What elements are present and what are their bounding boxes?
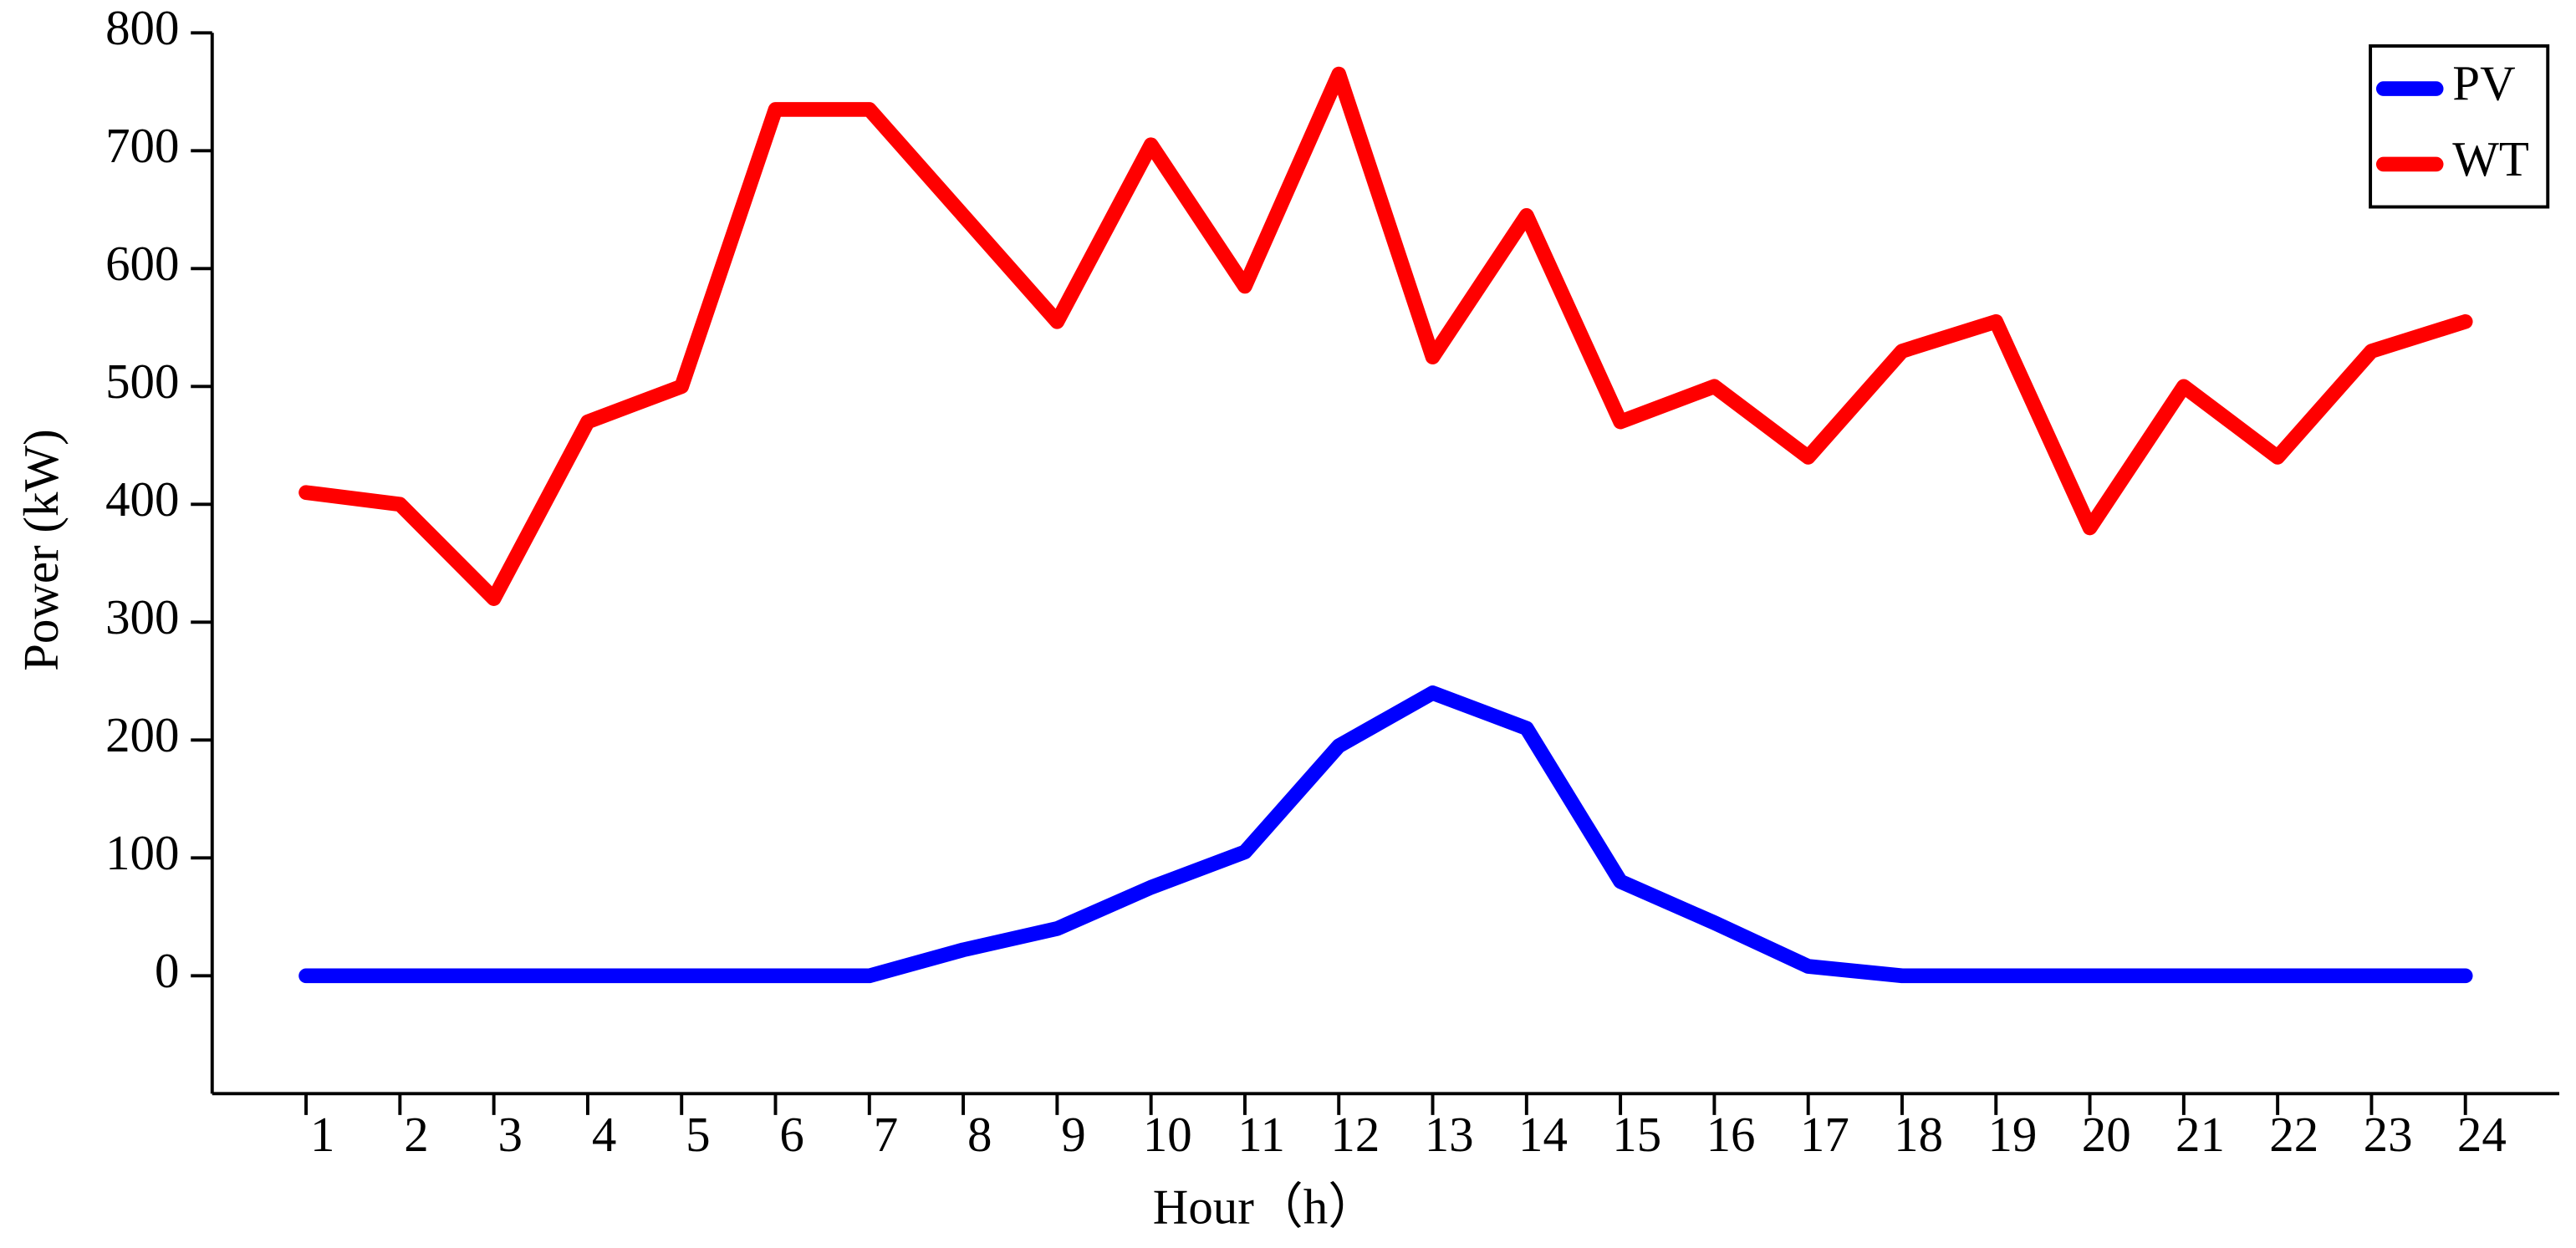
- x-tick-label: 4: [592, 1107, 616, 1162]
- legend-label: PV: [2452, 56, 2515, 111]
- x-tick-label: 7: [874, 1107, 898, 1162]
- y-tick-label: 600: [105, 236, 179, 291]
- x-tick-label: 23: [2364, 1107, 2413, 1162]
- y-tick-label: 0: [155, 943, 179, 998]
- x-tick-label: 1: [310, 1107, 334, 1162]
- y-tick-label: 700: [105, 118, 179, 173]
- y-tick-label: 400: [105, 471, 179, 527]
- y-tick-label: 300: [105, 589, 179, 644]
- x-tick-label: 6: [779, 1107, 803, 1162]
- x-tick-label: 20: [2082, 1107, 2131, 1162]
- x-tick-label: 9: [1061, 1107, 1085, 1162]
- x-tick-label: 11: [1237, 1107, 1285, 1162]
- x-tick-label: 14: [1518, 1107, 1568, 1162]
- y-axis-label: Power (kW): [13, 429, 69, 671]
- x-tick-label: 3: [498, 1107, 523, 1162]
- x-tick-label: 2: [404, 1107, 428, 1162]
- legend-label: WT: [2452, 131, 2529, 186]
- y-tick-label: 500: [105, 354, 179, 409]
- x-tick-label: 5: [686, 1107, 710, 1162]
- series-line: [298, 685, 2473, 984]
- x-tick-label: 8: [967, 1107, 992, 1162]
- x-tick-label: 24: [2457, 1107, 2507, 1162]
- x-tick-label: 13: [1425, 1107, 1474, 1162]
- x-tick-label: 22: [2269, 1107, 2318, 1162]
- y-tick-label: 100: [105, 825, 179, 880]
- x-tick-label: 17: [1800, 1107, 1849, 1162]
- legend: PV WT: [2369, 44, 2550, 209]
- x-tick-label: 21: [2176, 1107, 2225, 1162]
- x-tick-label: 19: [1987, 1107, 2037, 1162]
- y-tick-label: 200: [105, 707, 179, 762]
- x-tick-label: 18: [1894, 1107, 1943, 1162]
- x-tick-label: 10: [1143, 1107, 1192, 1162]
- legend-box: [2369, 44, 2550, 209]
- x-tick-label: 15: [1612, 1107, 1661, 1162]
- x-tick-label: 16: [1706, 1107, 1756, 1162]
- y-tick-label: 800: [105, 0, 179, 55]
- series-line: [298, 66, 2473, 606]
- x-axis-label: Hour（h）: [1153, 1179, 1377, 1234]
- x-tick-label: 12: [1330, 1107, 1380, 1162]
